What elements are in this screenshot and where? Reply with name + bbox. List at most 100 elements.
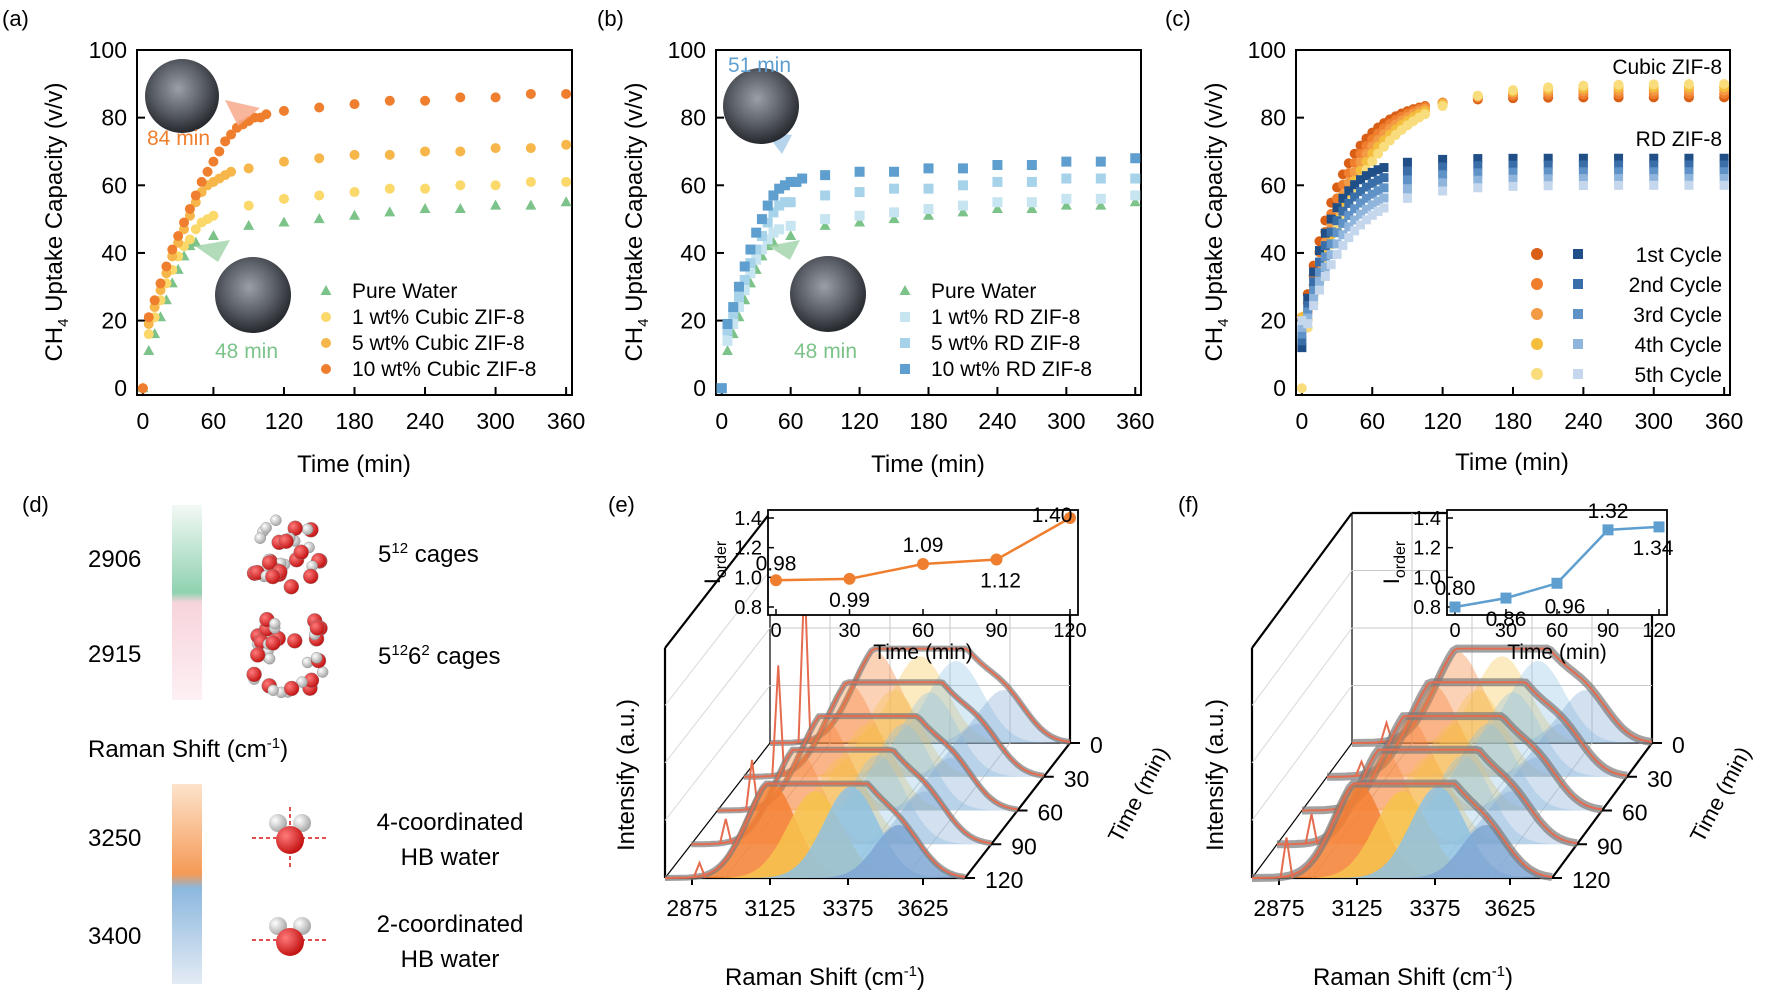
annotation-51min: 51 min (728, 54, 791, 77)
data-point (1367, 178, 1377, 188)
time-tick-label: 90 (1597, 833, 1623, 859)
data-point (1332, 239, 1342, 249)
panel-a-chart: 0 60 120 180 240 300 360 0 20 40 60 80 100 Time (min… (41, 37, 585, 478)
time-tick-label: 60 (1622, 800, 1648, 826)
data-point (184, 234, 195, 245)
x-axis-label: Time (min) (871, 451, 985, 478)
data-point (1320, 262, 1330, 272)
fit-component (1327, 689, 1627, 777)
data-point (1361, 171, 1371, 181)
inset-x-tick-label: 60 (912, 620, 934, 642)
data-point (149, 295, 160, 306)
data-point (774, 224, 785, 235)
grid-line (1251, 627, 1353, 764)
oxygen-atom (283, 579, 300, 595)
hydrogen-atom (310, 652, 323, 664)
legend-label: 1 wt% Cubic ZIF-8 (352, 306, 525, 329)
x-tick-label: 0 (1295, 408, 1308, 434)
data-point (756, 231, 767, 242)
fit-component (665, 781, 965, 878)
data-point (1320, 228, 1330, 238)
legend-label: 10 wt% RD ZIF-8 (931, 358, 1092, 381)
data-point (1338, 218, 1348, 228)
data-point (1326, 214, 1336, 224)
data-point (1344, 198, 1354, 208)
fit-component (1352, 660, 1652, 743)
time-tick-label: 120 (1572, 867, 1610, 893)
panel-c-chart: 0 60 120 180 240 300 360 0 20 40 60 80 100 Time (min… (1201, 37, 1743, 476)
data-point (1379, 173, 1389, 183)
data-point (1438, 186, 1448, 196)
data-point (167, 244, 178, 255)
hydrogen-atom (296, 676, 308, 688)
data-point (1338, 193, 1348, 203)
inset-x-tick-label: 90 (985, 620, 1007, 642)
data-point (957, 200, 968, 211)
time-tick-label: 90 (1011, 833, 1037, 859)
annotation-48min: 48 min (215, 340, 278, 363)
data-point (190, 224, 201, 235)
data-point (1367, 200, 1377, 210)
data-point (854, 216, 866, 227)
time-tick-label: 30 (1064, 766, 1090, 792)
oxygen-atom (287, 520, 303, 536)
data-point (561, 88, 572, 99)
data-point (1344, 186, 1354, 196)
hydrogen-atom (267, 684, 279, 696)
data-point (1356, 209, 1366, 219)
y-axis-label: Intensify (a.u.) (1202, 699, 1229, 851)
legend-label: 10 wt% Cubic ZIF-8 (352, 358, 536, 381)
data-point (1508, 174, 1518, 184)
data-point (1684, 174, 1694, 184)
x-tick-label: 3625 (1484, 895, 1535, 921)
y-tick-label: 0 (1273, 375, 1286, 401)
x-axis-label: Time (min) (297, 451, 411, 478)
inset-point (770, 574, 782, 587)
y-tick-label: 0 (693, 375, 706, 401)
time-axis-label: Time (min) (1685, 743, 1756, 847)
inset-value-label: 0.80 (1435, 577, 1476, 600)
data-point (1472, 90, 1483, 101)
panel-d-legend: 2906 2915 3250 3400 Raman Shift (cm-1) 5… (88, 505, 523, 984)
data-point (1420, 109, 1431, 120)
data-point (1296, 383, 1307, 394)
panel-letter-f: (f) (1178, 492, 1199, 517)
data-point (1129, 196, 1141, 207)
data-point (1095, 199, 1107, 210)
legend-label: Pure Water (352, 280, 457, 303)
oxygen-atom (293, 544, 309, 560)
data-point (1683, 79, 1694, 90)
data-point (1373, 175, 1383, 185)
data-point (733, 291, 744, 302)
data-point (1649, 174, 1659, 184)
data-point (525, 88, 536, 99)
data-point (1473, 175, 1483, 185)
time-tick-label: 30 (1647, 766, 1673, 792)
color-bar-bottom (172, 784, 202, 984)
data-point (1508, 160, 1518, 170)
data-point (490, 92, 501, 103)
data-point (419, 202, 431, 213)
data-point (1338, 230, 1348, 240)
data-point (1309, 293, 1319, 303)
x-tick-label: 3375 (822, 895, 873, 921)
data-point (768, 207, 779, 218)
data-point (243, 200, 254, 211)
fit-component (717, 716, 1018, 811)
data-point (1531, 278, 1543, 290)
data-point (721, 345, 733, 356)
data-point (143, 329, 154, 340)
x-tick-label: 2875 (666, 895, 717, 921)
inset-x-tick-label: 120 (1642, 620, 1675, 642)
shift-2915: 2915 (88, 641, 141, 668)
oxygen-atom (265, 635, 281, 651)
y-tick-label: 60 (680, 172, 706, 198)
data-point (1350, 192, 1360, 202)
water4-label-line1: 4-coordinated (377, 809, 524, 836)
data-markers (137, 88, 572, 394)
data-point (1130, 153, 1141, 164)
data-point (1719, 153, 1729, 163)
data-point (1402, 157, 1412, 167)
data-point (774, 200, 785, 211)
ch4-peak (1304, 813, 1319, 845)
